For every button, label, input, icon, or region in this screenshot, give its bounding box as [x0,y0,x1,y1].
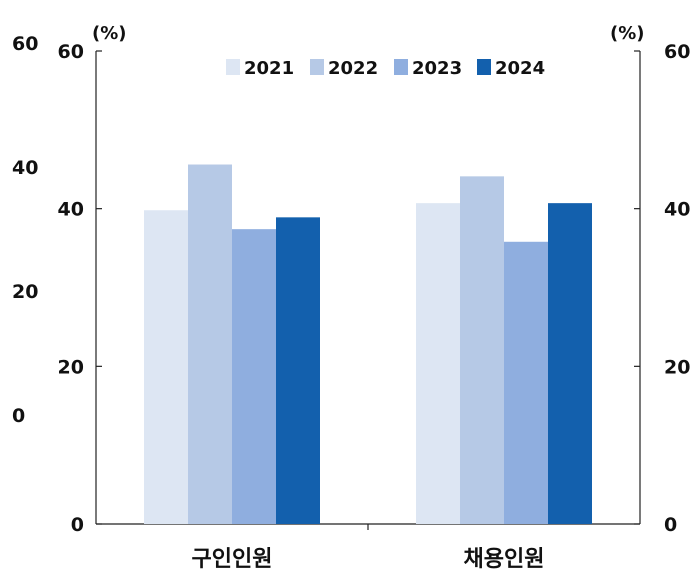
legend-item-2024: 2024 [477,58,545,79]
right-tick-label: 20 [664,356,690,378]
left-tick-label: 40 [58,199,84,221]
bar-2022-1 [188,164,232,524]
category-label: 구인인원 [192,547,273,572]
bar-2022-2 [460,176,504,524]
right-tick-label: 40 [664,199,690,221]
bar-2024-2 [548,203,592,525]
legend-swatch [394,59,408,75]
legend-swatch [310,59,324,75]
right-tick-label: 60 [664,41,690,63]
legend-label: 2021 [244,58,294,79]
legend-label: 2024 [495,58,545,79]
axes: 0 20 40 60 0 20 40 60 (%) (%) 구인인원 채용인원 [58,23,691,572]
legend-item-2022: 2022 [310,58,378,79]
left-unit-label: (%) [92,23,127,44]
legend-item-2023: 2023 [394,58,462,79]
legend-swatch [477,59,491,75]
bars [144,164,592,525]
left-tick-label: 20 [58,356,84,378]
bar-2024-1 [276,217,320,525]
right-tick-label: 0 [664,514,677,536]
legend-item-2021: 2021 [226,58,294,79]
bar-2021-1 [144,210,188,524]
legend: 2021 2022 2023 2024 [226,58,545,79]
stray-axis-label: 40 [12,157,38,179]
right-unit-label: (%) [610,23,645,44]
bar-2021-2 [416,203,460,525]
stray-axis-label: 60 [12,33,38,55]
stray-axis-label: 20 [12,281,38,303]
legend-label: 2023 [412,58,462,79]
left-tick-label: 0 [71,514,84,536]
stray-axis-label: 0 [12,405,25,427]
stray-axis-labels: 60 40 20 0 [12,33,38,427]
legend-swatch [226,59,240,75]
legend-label: 2022 [328,58,378,79]
bar-2023-1 [232,229,276,524]
left-tick-label: 60 [58,41,84,63]
category-label: 채용인원 [464,547,545,572]
bar-2023-2 [504,241,548,524]
